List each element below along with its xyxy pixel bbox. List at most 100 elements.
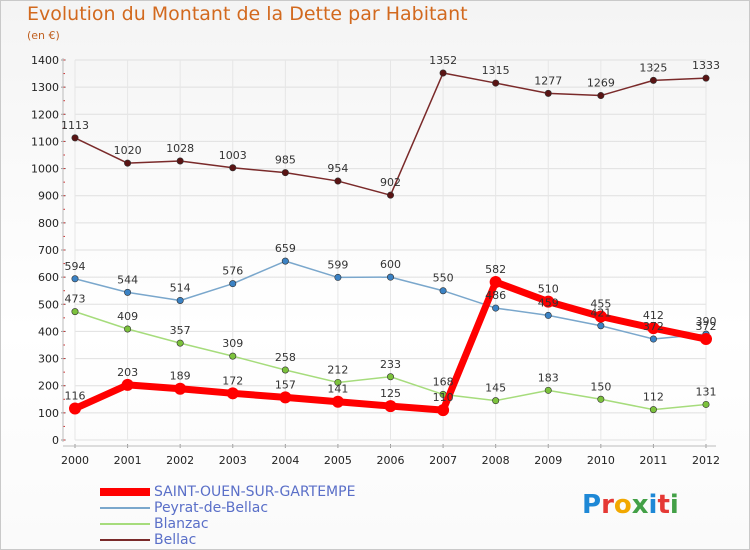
- series-point: [121, 378, 134, 391]
- series-point: [71, 308, 79, 316]
- series-point: [124, 288, 132, 296]
- data-label: 1113: [61, 119, 89, 132]
- series-point: [176, 296, 184, 304]
- series-point: [649, 76, 657, 84]
- y-tick-label: 700: [38, 244, 59, 257]
- chart-title: Evolution du Montant de la Dette par Hab…: [27, 3, 468, 25]
- data-label: 357: [170, 324, 191, 337]
- series-point: [279, 391, 292, 404]
- series-point: [71, 275, 79, 283]
- data-label: 544: [117, 273, 138, 286]
- series-point: [492, 79, 500, 87]
- legend-swatch: [100, 539, 150, 541]
- logo-letter: x: [631, 490, 649, 520]
- logo-letter: i: [669, 490, 679, 520]
- series-point: [226, 387, 239, 400]
- y-tick-label: 800: [38, 217, 59, 230]
- series-point: [542, 295, 555, 308]
- data-label: 409: [117, 310, 138, 323]
- series-point: [229, 352, 237, 360]
- data-label: 902: [380, 176, 401, 189]
- series-point: [649, 406, 657, 414]
- x-tick-label: 2005: [324, 454, 352, 467]
- series-point: [700, 333, 712, 346]
- series-point: [647, 322, 660, 335]
- data-label: 372: [696, 320, 717, 333]
- series-point: [71, 134, 79, 142]
- series-point: [174, 382, 187, 395]
- data-label: 233: [380, 358, 401, 371]
- series-point: [281, 169, 289, 177]
- data-label: 203: [117, 366, 138, 379]
- series-point: [124, 159, 132, 167]
- data-label: 594: [65, 260, 86, 273]
- x-tick-label: 2002: [166, 454, 194, 467]
- data-label: 125: [380, 387, 401, 400]
- series-point: [439, 69, 447, 77]
- data-label: 599: [327, 258, 348, 271]
- data-label: 168: [433, 375, 454, 388]
- y-tick-label: 1100: [31, 135, 59, 148]
- legend-label: Bellac: [154, 532, 197, 548]
- logo-letter: r: [601, 490, 614, 520]
- series-point: [176, 339, 184, 347]
- series-point: [597, 92, 605, 100]
- data-label: 131: [696, 385, 717, 398]
- data-label: 390: [696, 315, 717, 328]
- data-label: 150: [590, 380, 611, 393]
- x-tick-label: 2001: [114, 454, 142, 467]
- data-label: 486: [485, 289, 506, 302]
- data-label: 145: [485, 382, 506, 395]
- data-label: 309: [222, 337, 243, 350]
- data-label: 1352: [429, 54, 457, 67]
- data-label: 582: [485, 263, 506, 276]
- data-label: 1315: [482, 64, 510, 77]
- x-tick-label: 2007: [429, 454, 457, 467]
- logo-letter: t: [657, 490, 670, 520]
- data-label: 455: [590, 298, 611, 311]
- series-point: [331, 395, 344, 408]
- data-label: 659: [275, 242, 296, 255]
- x-tick-label: 2003: [219, 454, 247, 467]
- y-tick-label: 100: [38, 407, 59, 420]
- series-point: [176, 157, 184, 165]
- data-label: 116: [65, 390, 86, 403]
- data-label: 110: [433, 391, 454, 404]
- data-label: 212: [327, 363, 348, 376]
- series-point: [492, 304, 500, 312]
- line-chart: 0 100 200 300 400 500 600 700 800 900 1000 1100 1200…: [31, 54, 720, 467]
- data-label: 1333: [692, 59, 720, 72]
- legend-label: Peyrat-de-Bellac: [154, 500, 269, 516]
- logo-letter: o: [613, 490, 632, 520]
- x-tick-label: 2000: [61, 454, 89, 467]
- data-label: 1277: [534, 74, 562, 87]
- legend-swatch: [100, 507, 150, 509]
- series-point: [492, 397, 500, 405]
- legend-label: Blanzac: [154, 516, 209, 532]
- logo-letter: P: [582, 490, 602, 520]
- data-label: 412: [643, 309, 664, 322]
- series-point: [281, 257, 289, 265]
- series-point: [702, 74, 710, 82]
- y-tick-label: 600: [38, 271, 59, 284]
- proxiti-logo: Proxiti: [582, 490, 679, 520]
- series-point: [544, 89, 552, 97]
- series-point: [334, 177, 342, 185]
- series-point: [69, 402, 81, 415]
- data-label: 141: [327, 383, 348, 396]
- data-label: 112: [643, 391, 664, 404]
- series-point: [649, 335, 657, 343]
- series-point: [594, 310, 607, 323]
- series-point: [281, 366, 289, 374]
- series-point: [229, 280, 237, 288]
- axis-layer: 0 100 200 300 400 500 600 700 800 900 1000 1100 1200…: [31, 54, 720, 467]
- y-tick-label: 1200: [31, 108, 59, 121]
- x-tick-label: 2009: [534, 454, 562, 467]
- y-tick-label: 300: [38, 353, 59, 366]
- series-point: [597, 322, 605, 330]
- x-tick-label: 2012: [692, 454, 720, 467]
- data-label: 157: [275, 378, 296, 391]
- series-point: [386, 273, 394, 281]
- data-label: 1325: [639, 61, 667, 74]
- series-point: [384, 400, 397, 413]
